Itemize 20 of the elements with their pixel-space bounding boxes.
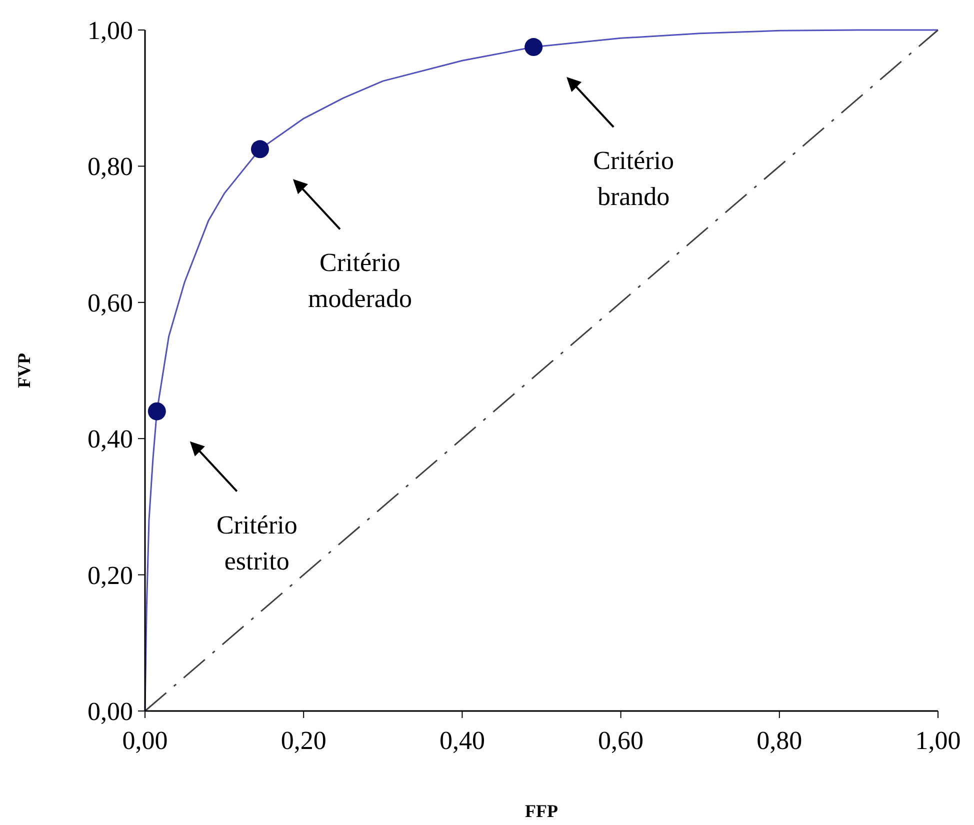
point — [524, 38, 543, 56]
annotation: Critério moderado — [308, 248, 412, 314]
x-axis-title: FFP — [525, 801, 558, 821]
point — [148, 402, 166, 420]
y-tick-label: 0,40 — [88, 424, 133, 454]
x-tick-label: 0,60 — [598, 726, 644, 755]
point — [250, 140, 269, 158]
x-tick-label: 0,00 — [122, 726, 168, 755]
x-tick-label: 1,00 — [915, 726, 961, 755]
annotation: Critério brando — [593, 146, 674, 212]
y-tick-label: 1,00 — [88, 16, 133, 45]
x-tick-label: 0,40 — [439, 726, 485, 755]
y-tick-label: 0,80 — [88, 152, 133, 182]
y-axis-title: FVP — [14, 353, 34, 388]
annotation: Critério estrito — [216, 510, 298, 576]
y-tick-label: 0,20 — [88, 560, 133, 590]
x-tick-label: 0,20 — [280, 726, 326, 755]
x-tick-label: 0,80 — [756, 726, 802, 755]
y-tick-label: 0,60 — [88, 288, 133, 318]
y-tick-label: 0,00 — [88, 697, 133, 726]
